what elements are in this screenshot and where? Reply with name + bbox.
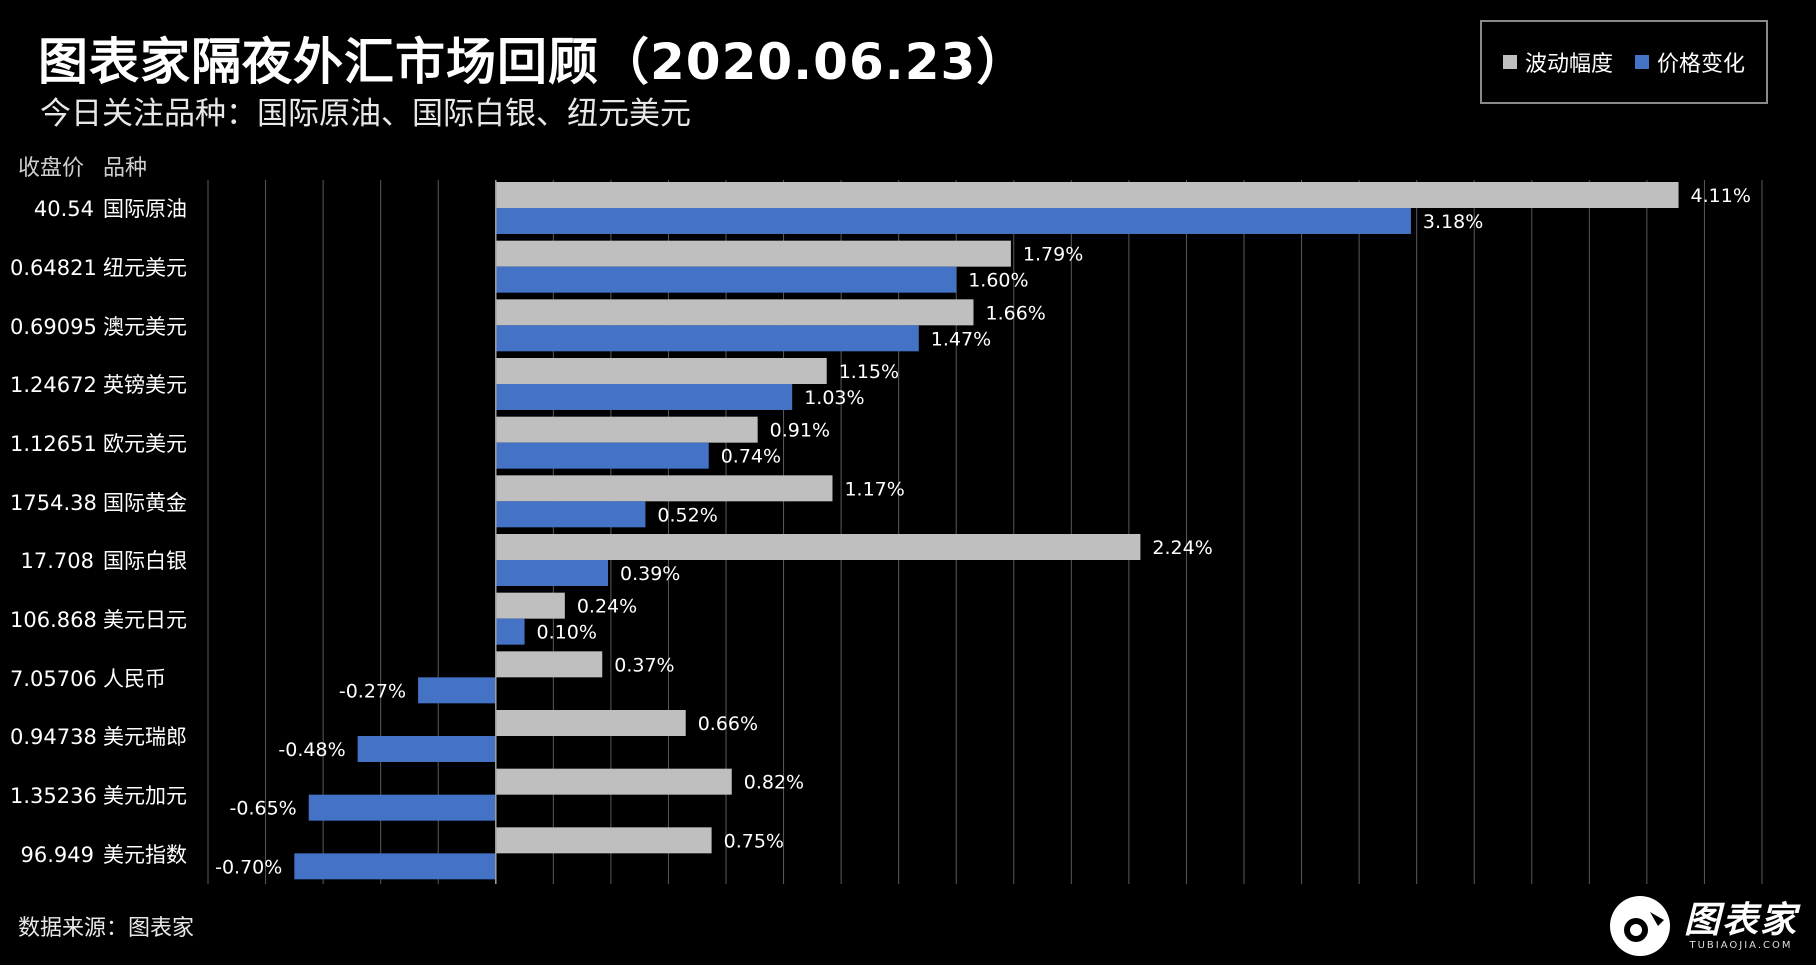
bar-change — [495, 560, 609, 586]
category-label: 国际原油 — [103, 197, 187, 222]
brand-logo-text: 图表家 — [1684, 899, 1799, 941]
close-price-label: 0.69095 — [10, 314, 97, 339]
bar-range — [495, 182, 1679, 208]
bar-change — [495, 208, 1411, 234]
bar-range — [495, 299, 974, 326]
bar-chart: 4.11% 3.18% 1.79% 1.60% 1.66% 1.47% 1.15% 1.03%… — [207, 180, 1763, 884]
close-price-label: 1.24672 — [10, 373, 97, 398]
data-label: -0.27% — [339, 680, 406, 702]
bar-change — [294, 853, 496, 880]
data-label: 0.10% — [537, 622, 597, 644]
data-label: 1.66% — [985, 302, 1045, 324]
category-label: 纽元美元 — [103, 256, 187, 280]
data-label: -0.48% — [278, 739, 345, 761]
close-price-label: 7.05706 — [10, 666, 97, 691]
category-label: 美元瑞郎 — [103, 725, 187, 750]
data-label: 1.17% — [844, 478, 904, 500]
close-price-label: 1.35236 — [10, 784, 97, 808]
bar-range — [495, 416, 758, 443]
chart-title: 图表家隔夜外汇市场回顾（2020.06.23） — [38, 33, 1028, 91]
close-price-label: 1754.38 — [10, 490, 97, 515]
legend-item-range: 波动幅度 — [1502, 46, 1613, 78]
data-label: 4.11% — [1691, 185, 1751, 207]
close-price-label: 0.64821 — [10, 256, 97, 280]
legend: 波动幅度 价格变化 — [1480, 20, 1768, 104]
data-label: 0.66% — [698, 713, 758, 735]
data-label: 0.24% — [577, 596, 637, 618]
bar-range — [495, 651, 603, 678]
bar-change — [495, 266, 957, 293]
data-label: 0.82% — [744, 772, 804, 794]
category-label: 美元指数 — [103, 842, 187, 867]
brand-head-icon — [1610, 896, 1670, 956]
close-price-label: 1.12651 — [10, 432, 97, 456]
legend-swatch-change — [1635, 55, 1649, 69]
category-label: 国际黄金 — [103, 490, 187, 515]
data-label: -0.70% — [215, 856, 282, 878]
data-label: 1.47% — [931, 328, 991, 350]
data-label: 0.75% — [724, 830, 784, 852]
data-label: 0.52% — [657, 504, 717, 526]
bar-range — [495, 240, 1011, 267]
data-label: 1.15% — [839, 361, 899, 383]
bar-change — [418, 677, 496, 704]
bar-range — [495, 710, 686, 736]
legend-label-range: 波动幅度 — [1524, 52, 1613, 77]
bar-range — [495, 592, 565, 619]
data-label: 3.18% — [1423, 211, 1483, 233]
legend-item-change: 价格变化 — [1635, 46, 1745, 78]
bar-change — [495, 384, 793, 410]
bar-change — [495, 442, 709, 469]
category-label: 欧元美元 — [103, 432, 187, 456]
close-price-label: 0.94738 — [10, 725, 97, 750]
bar-change — [495, 325, 919, 352]
bar-change — [495, 618, 525, 645]
close-price-label: 17.708 — [20, 549, 94, 574]
bar-range — [495, 534, 1141, 560]
data-label: 1.79% — [1023, 244, 1083, 266]
column-header-price: 收盘价 — [18, 156, 85, 181]
data-label: 0.39% — [620, 563, 680, 585]
bar-range — [495, 768, 732, 795]
close-price-label: 40.54 — [33, 197, 94, 222]
brand-logo: 图表家 TUBIAOJIA.COM — [1606, 892, 1798, 960]
data-source: 数据来源：图表家 — [18, 916, 195, 941]
category-label: 国际白银 — [103, 549, 187, 574]
close-price-label: 106.868 — [10, 608, 97, 632]
close-price-label: 96.949 — [20, 842, 94, 867]
legend-swatch-range — [1502, 55, 1517, 69]
bar-range — [495, 475, 833, 502]
category-label: 美元加元 — [103, 784, 187, 808]
data-label: 1.03% — [804, 387, 864, 409]
bar-change — [308, 794, 496, 821]
bar-range — [495, 827, 712, 854]
column-header-name: 品种 — [103, 156, 148, 181]
bar-change — [357, 736, 496, 762]
legend-label-change: 价格变化 — [1657, 52, 1746, 77]
category-label: 人民币 — [103, 666, 166, 691]
category-label: 澳元美元 — [103, 314, 187, 339]
category-label: 美元日元 — [103, 608, 187, 632]
data-label: 2.24% — [1152, 537, 1212, 559]
bar-change — [495, 501, 646, 528]
bar-range — [495, 358, 827, 384]
data-label: 1.60% — [968, 270, 1028, 292]
chart-subtitle: 今日关注品种：国际原油、国际白银、纽元美元 — [40, 96, 691, 132]
brand-logo-url: TUBIAOJIA.COM — [1689, 939, 1793, 951]
category-label: 英镑美元 — [103, 373, 187, 398]
data-label: 0.74% — [721, 446, 781, 468]
data-label: 0.37% — [614, 654, 674, 676]
data-label: -0.65% — [230, 798, 297, 820]
data-label: 0.91% — [770, 420, 830, 442]
